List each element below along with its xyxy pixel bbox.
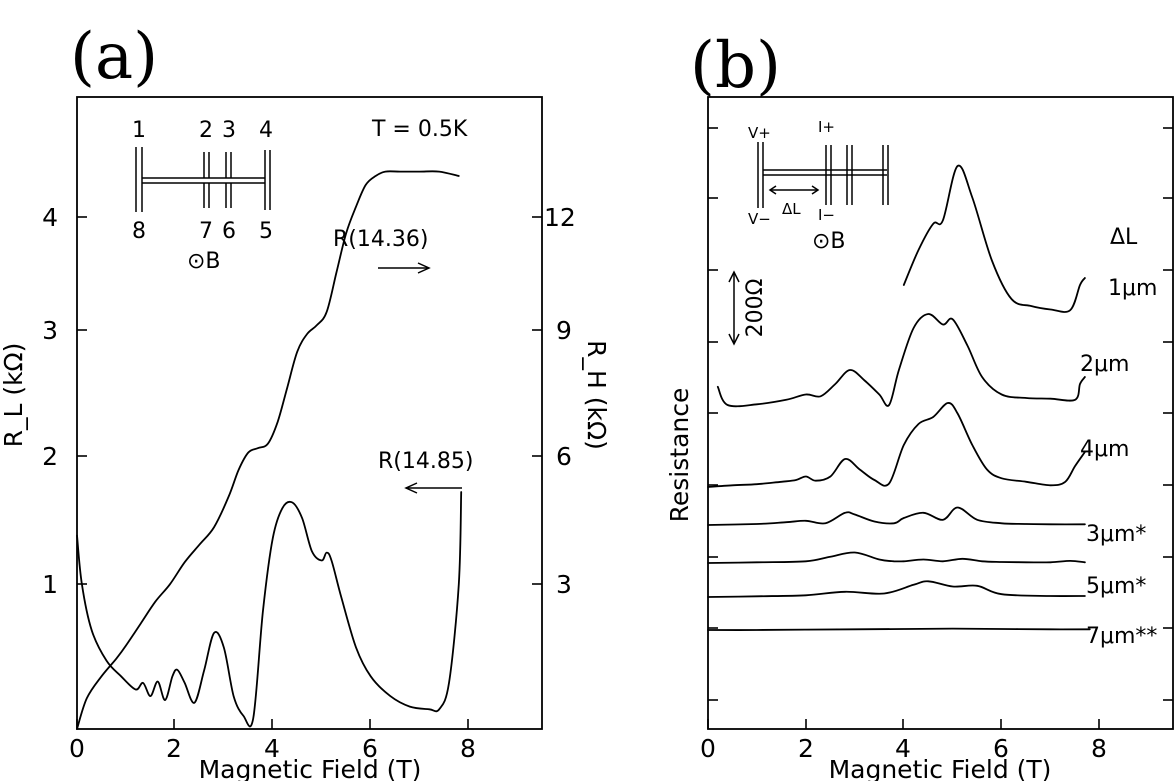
panel-b-label: (b): [690, 29, 781, 103]
panel-a-x-tick-label: 4: [264, 734, 280, 763]
panel-a-left-tick-label: 1: [42, 570, 58, 599]
panel-a-x-tick-label: 2: [166, 734, 182, 763]
panel-a-right-tick-label: 3: [556, 570, 572, 599]
trace-5um: [707, 551, 1086, 564]
panel-a: (a) 0 2 4 6 8 1 2 3 4: [0, 20, 611, 781]
panel-b-x-ticks: [707, 719, 1100, 729]
contact-label: 2: [199, 118, 213, 143]
panel-a-right-axis-label: R_H (kΩ): [582, 340, 611, 450]
arrow-right-icon: [378, 262, 431, 274]
trace-3um: [707, 506, 1086, 526]
inset-label-i-plus: I+: [818, 118, 835, 136]
series-line-r1436: [76, 170, 460, 730]
trace-4um: [707, 402, 1086, 488]
panel-a-x-axis-label: Magnetic Field (T): [199, 755, 422, 781]
panel-a-right-tick-label: 6: [556, 442, 572, 471]
panel-b-x-tick-label: 0: [700, 734, 716, 763]
series-label-r1436: R(14.36): [333, 227, 428, 252]
panel-a-left-ticks: [77, 216, 87, 585]
panel-a-left-tick-label: 4: [42, 203, 58, 232]
trace-1um: [902, 164, 1086, 313]
panel-a-frame: [76, 96, 543, 730]
contact-label: 8: [132, 219, 146, 244]
contact-label: 5: [259, 219, 273, 244]
contact-label: 7: [199, 219, 213, 244]
panel-a-x-tick-label: 0: [69, 734, 85, 763]
trace-label-4um: 4μm: [1080, 437, 1129, 462]
series-line-r1485: [76, 491, 463, 728]
panel-a-label: (a): [70, 20, 158, 94]
panel-a-field-direction: ⊙B: [187, 249, 221, 274]
inset-label-i-minus: I−: [818, 206, 835, 224]
panel-a-x-tick-label: 8: [460, 734, 476, 763]
scale-bar: [728, 270, 740, 346]
panel-b-x-tick-label: 8: [1091, 734, 1107, 763]
panel-a-right-ticks: [532, 216, 542, 585]
panel-a-hall-bar-inset: [135, 147, 271, 212]
panel-b-field-direction: ⊙B: [812, 229, 846, 254]
panel-a-temperature: T = 0.5K: [371, 117, 468, 142]
panel-a-x-tick-label: 6: [362, 734, 378, 763]
trace-label-2um: 2μm: [1080, 352, 1129, 377]
panel-b-x-tick-label: 6: [993, 734, 1009, 763]
scale-bar-label: 200Ω: [743, 279, 768, 338]
panel-a-left-tick-label: 2: [42, 442, 58, 471]
panel-a-x-ticks: [76, 719, 469, 729]
panel-b-x-tick-label: 4: [895, 734, 911, 763]
contact-label: 3: [222, 118, 236, 143]
arrow-left-icon: [404, 482, 462, 494]
trace-label-5um: 5μm*: [1086, 574, 1146, 599]
panel-b-x-tick-label: 2: [798, 734, 814, 763]
panel-a-left-axis-label: R_L (kΩ): [0, 343, 28, 448]
panel-b: (b) 0 2 4 6 8: [665, 29, 1174, 781]
trace-7um: [707, 580, 1086, 598]
trace-2um: [716, 313, 1086, 408]
series-label-r1485: R(14.85): [378, 449, 473, 474]
panel-b-y-axis-label: Resistance: [665, 388, 694, 523]
trace-label-3um: 3μm*: [1086, 522, 1146, 547]
panel-a-right-tick-label: 12: [544, 203, 576, 232]
trace-label-1um: 1μm: [1108, 276, 1157, 301]
contact-label: 6: [222, 219, 236, 244]
panel-a-left-tick-label: 3: [42, 316, 58, 345]
trace-label-7um: 7μm**: [1086, 624, 1157, 649]
inset-label-v-minus: V−: [748, 210, 771, 228]
panel-b-sample-inset: [757, 142, 889, 208]
legend-title: ΔL: [1110, 225, 1138, 250]
trace-baseline: [707, 627, 1091, 631]
inset-label-v-plus: V+: [748, 124, 771, 142]
panel-b-x-axis-label: Magnetic Field (T): [829, 755, 1052, 781]
panel-b-y-ticks: [708, 127, 1173, 701]
contact-label: 4: [259, 118, 273, 143]
inset-label-delta-l: ΔL: [782, 200, 801, 218]
panel-a-right-tick-label: 9: [556, 316, 572, 345]
contact-label: 1: [132, 118, 146, 143]
